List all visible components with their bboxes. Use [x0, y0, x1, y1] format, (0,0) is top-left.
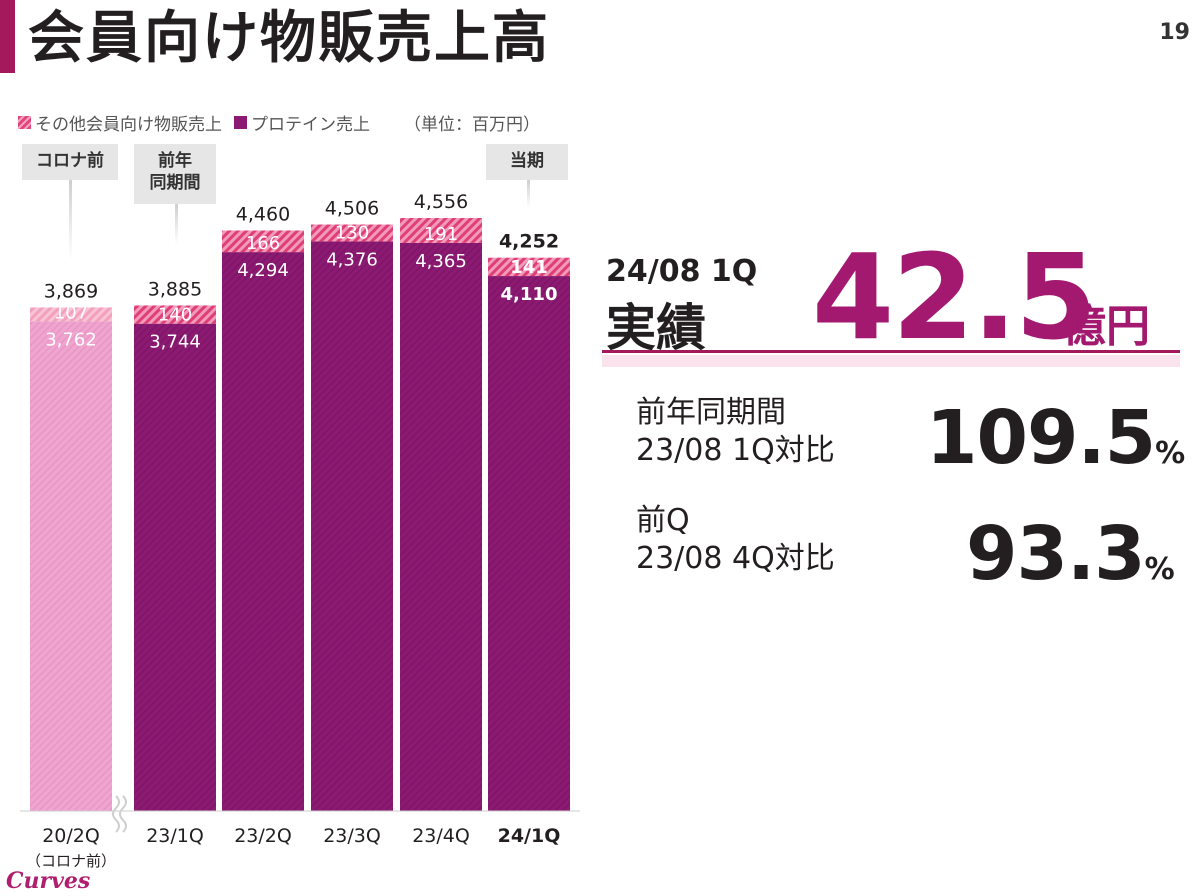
bar-other-24/1Q	[488, 257, 570, 277]
kpi-divider-shade	[602, 355, 1180, 367]
yoy-value-block: 109.5%	[926, 395, 1185, 494]
qoq-label: 前Q 23/08 4Q対比	[636, 502, 835, 578]
yoy-label-line1: 前年同期間	[636, 395, 786, 430]
data-label-total: 4,506	[325, 198, 379, 220]
bar-other-23/2Q	[222, 230, 304, 253]
x-tick-label: 20/2Q	[42, 825, 100, 847]
page-title: 会員向け物販売上高	[28, 6, 550, 71]
kpi-value: 42.5	[812, 228, 1097, 366]
data-label-other: 191	[424, 224, 458, 245]
data-label-protein: 4,376	[326, 249, 378, 270]
data-label-total: 3,885	[148, 278, 202, 300]
x-tick-label: 23/1Q	[146, 825, 204, 847]
yoy-value: 109.5	[926, 395, 1156, 481]
bar-other-23/4Q	[400, 218, 482, 243]
legend-item-protein: プロテイン売上	[234, 110, 370, 135]
qoq-label-line2: 23/08 4Q対比	[636, 541, 835, 576]
bar-protein-23/4Q	[400, 242, 482, 812]
data-label-total: 4,556	[414, 191, 468, 213]
curves-logo: Curves	[6, 868, 91, 894]
callout-pre-covid-tail	[69, 180, 72, 260]
legend-label-other: その他会員向け物販売上	[35, 115, 222, 135]
legend-swatch-other	[18, 116, 31, 129]
x-tick-label: 23/4Q	[412, 825, 470, 847]
data-label-protein: 4,365	[415, 251, 467, 272]
data-label-total: 4,460	[236, 203, 290, 225]
chart-legend: その他会員向け物販売上 プロテイン売上 （単位：百万円）	[18, 110, 540, 135]
bar-protein-23/3Q	[311, 241, 393, 811]
kpi-unit: 億円	[1062, 301, 1150, 352]
callout-prior-year: 前年 同期間	[134, 144, 216, 204]
qoq-value: 93.3	[966, 511, 1146, 597]
page-number: 19	[1159, 20, 1190, 45]
bars-group	[30, 218, 570, 812]
data-label-protein: 4,110	[501, 284, 558, 305]
bar-protein-23/1Q	[134, 323, 216, 811]
bar-protein-24/1Q	[488, 276, 570, 811]
bar-other-23/1Q	[134, 305, 216, 324]
x-tick-label: 23/3Q	[323, 825, 381, 847]
data-label-protein: 4,294	[237, 260, 289, 281]
legend-item-other: その他会員向け物販売上	[18, 110, 222, 135]
data-label-other: 166	[246, 233, 280, 254]
data-label-protein: 3,744	[149, 332, 201, 353]
data-label-total: 4,252	[499, 231, 559, 253]
data-label-protein: 3,762	[45, 329, 97, 350]
kpi-divider	[602, 350, 1180, 353]
qoq-label-line1: 前Q	[636, 503, 690, 538]
x-tick-sublabel: （コロナ前）	[26, 852, 116, 870]
legend-swatch-protein	[234, 116, 247, 129]
bar-other-23/3Q	[311, 224, 393, 242]
data-label-other: 107	[54, 302, 88, 323]
data-label-total: 3,869	[44, 280, 98, 302]
sales-bar-chart: 107 3,762 3,869 20/2Q （コロナ前） 140 3,744 3,885 23/…	[20, 191, 580, 870]
yoy-label-line2: 23/08 1Q対比	[636, 433, 835, 468]
bar-labels-group: 107 3,762 3,869 20/2Q （コロナ前） 140 3,744 3,885 23/…	[26, 191, 560, 870]
axis-break-mark	[112, 795, 127, 833]
bar-other-20/2Q	[30, 307, 112, 322]
title-accent-bar	[0, 0, 15, 73]
qoq-unit: %	[1144, 552, 1175, 587]
bar-protein-23/2Q	[222, 252, 304, 811]
x-tick-label: 23/2Q	[234, 825, 292, 847]
legend-label-protein: プロテイン売上	[251, 115, 370, 135]
yoy-unit: %	[1155, 436, 1185, 471]
callout-current: 当期	[486, 144, 568, 180]
callout-pre-covid: コロナ前	[22, 144, 118, 180]
yoy-label: 前年同期間 23/08 1Q対比	[636, 394, 835, 470]
kpi-label: 実績	[606, 299, 706, 357]
bar-protein-20/2Q	[30, 321, 112, 811]
data-label-other: 141	[510, 257, 548, 278]
data-label-other: 130	[335, 222, 369, 243]
callout-prior-year-tail	[175, 204, 178, 244]
unit-label: （単位：百万円）	[404, 115, 540, 135]
data-label-other: 140	[158, 305, 192, 326]
x-tick-label: 24/1Q	[498, 825, 561, 847]
kpi-period: 24/08 1Q	[606, 254, 758, 289]
qoq-value-block: 93.3%	[966, 511, 1175, 610]
callout-current-tail	[527, 180, 530, 208]
